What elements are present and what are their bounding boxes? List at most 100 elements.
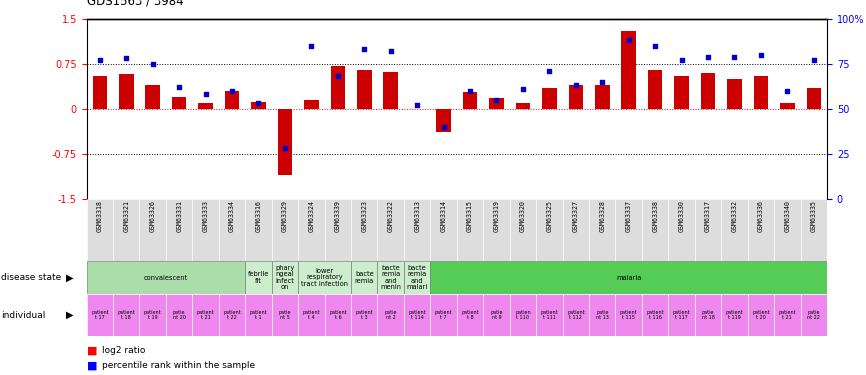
Text: GSM63316: GSM63316 — [255, 200, 262, 232]
Text: patient
t 7: patient t 7 — [435, 310, 452, 320]
Text: febrile
fit: febrile fit — [248, 271, 269, 284]
Bar — [753, 76, 768, 109]
Bar — [145, 85, 160, 109]
Point — [595, 79, 609, 85]
Text: GSM63331: GSM63331 — [176, 200, 182, 232]
Bar — [457, 199, 483, 261]
Bar — [119, 74, 133, 109]
Text: patient
t 8: patient t 8 — [462, 310, 479, 320]
Text: patient
t 20: patient t 20 — [752, 310, 770, 320]
Point — [358, 46, 372, 53]
Bar — [595, 85, 610, 109]
Text: ▶: ▶ — [66, 273, 74, 282]
Text: patient
t 6: patient t 6 — [329, 310, 346, 320]
Point — [331, 74, 345, 80]
Bar — [774, 294, 800, 336]
Text: individual: individual — [1, 310, 45, 320]
Bar — [489, 98, 504, 109]
Text: GSM63330: GSM63330 — [679, 200, 685, 232]
Text: patient
t 112: patient t 112 — [567, 310, 585, 320]
Point — [754, 52, 768, 58]
Bar — [462, 92, 477, 109]
Bar — [404, 294, 430, 336]
Text: GSM63322: GSM63322 — [388, 200, 394, 232]
Bar — [139, 294, 166, 336]
Point — [727, 54, 741, 60]
Text: patient
t 22: patient t 22 — [223, 310, 241, 320]
Point — [463, 88, 477, 94]
Text: bacte
remia
and
menin: bacte remia and menin — [380, 265, 401, 290]
Bar — [272, 294, 298, 336]
Bar — [695, 199, 721, 261]
Text: GSM63339: GSM63339 — [335, 200, 341, 232]
Point — [145, 61, 159, 67]
Bar — [272, 199, 298, 261]
Point — [807, 57, 821, 63]
Bar — [569, 85, 583, 109]
Text: patient
t 116: patient t 116 — [646, 310, 664, 320]
Text: patie
nt 22: patie nt 22 — [807, 310, 820, 320]
Bar — [251, 102, 266, 109]
Bar — [113, 199, 139, 261]
Text: GSM63321: GSM63321 — [123, 200, 129, 232]
Text: patient
t 19: patient t 19 — [144, 310, 162, 320]
Bar — [515, 103, 530, 109]
Bar — [510, 199, 536, 261]
Bar — [747, 199, 774, 261]
Bar — [139, 199, 166, 261]
Bar — [278, 109, 292, 175]
Point — [120, 56, 133, 62]
Bar — [351, 199, 378, 261]
Bar — [457, 294, 483, 336]
Text: ■: ■ — [87, 346, 97, 355]
Text: patient
t 17: patient t 17 — [91, 310, 108, 320]
Bar — [298, 199, 325, 261]
Text: GSM63318: GSM63318 — [97, 200, 103, 232]
Bar — [669, 294, 695, 336]
Bar — [245, 294, 272, 336]
Text: GSM63315: GSM63315 — [467, 200, 473, 232]
Bar — [87, 294, 113, 336]
Point — [649, 43, 662, 49]
Bar — [483, 199, 510, 261]
Bar — [780, 103, 795, 109]
Bar — [536, 294, 563, 336]
Bar — [166, 199, 192, 261]
Text: GSM63333: GSM63333 — [203, 200, 209, 232]
Bar — [430, 199, 457, 261]
Bar — [589, 199, 616, 261]
Bar — [800, 199, 827, 261]
Text: patient
t 115: patient t 115 — [620, 310, 637, 320]
Text: convalescent: convalescent — [144, 274, 188, 280]
Bar — [331, 66, 345, 109]
Text: bacte
remia
and
malari: bacte remia and malari — [406, 265, 428, 290]
Point — [225, 88, 239, 94]
Text: GSM63328: GSM63328 — [599, 200, 605, 232]
Text: percentile rank within the sample: percentile rank within the sample — [102, 361, 255, 370]
Bar — [648, 70, 662, 109]
Bar — [747, 294, 774, 336]
Bar — [87, 261, 245, 294]
Point — [780, 88, 794, 94]
Bar — [701, 73, 715, 109]
Bar — [198, 103, 213, 109]
Bar — [616, 294, 642, 336]
Text: GSM63324: GSM63324 — [308, 200, 314, 232]
Text: patie
nt 9: patie nt 9 — [490, 310, 503, 320]
Text: patient
t 21: patient t 21 — [779, 310, 796, 320]
Bar — [563, 294, 589, 336]
Point — [622, 38, 636, 44]
Bar — [721, 199, 747, 261]
Bar — [563, 199, 589, 261]
Text: log2 ratio: log2 ratio — [102, 346, 145, 355]
Bar — [430, 261, 827, 294]
Bar — [298, 294, 325, 336]
Text: GSM63335: GSM63335 — [811, 200, 817, 232]
Bar — [589, 294, 616, 336]
Bar — [695, 294, 721, 336]
Text: phary
ngeal
infect
on: phary ngeal infect on — [275, 265, 294, 290]
Bar — [219, 294, 245, 336]
Bar — [669, 199, 695, 261]
Text: patie
nt 18: patie nt 18 — [701, 310, 714, 320]
Point — [198, 92, 212, 98]
